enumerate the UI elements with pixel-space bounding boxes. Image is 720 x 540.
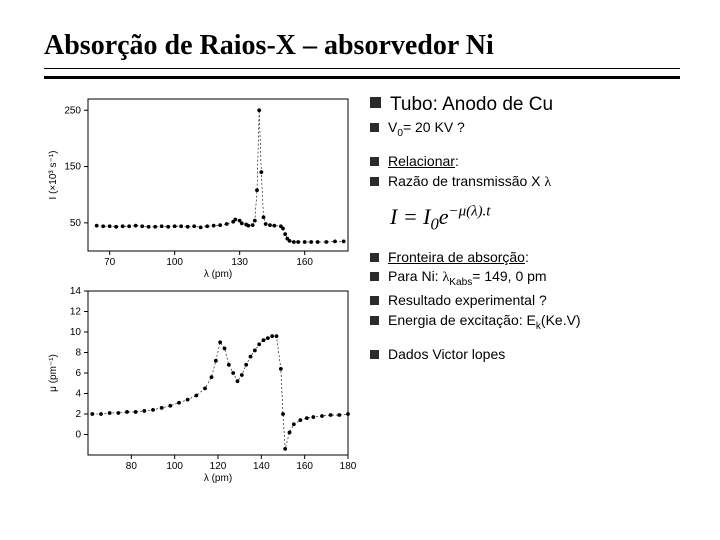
svg-text:140: 140	[253, 461, 270, 472]
bullet-text: Energia de excitação: Ek(Ke.V)	[388, 312, 581, 334]
svg-text:180: 180	[340, 461, 356, 472]
svg-text:70: 70	[104, 257, 116, 268]
bullet-text: Para Ni: λKabs= 149, 0 pm	[388, 268, 547, 290]
svg-text:160: 160	[296, 461, 313, 472]
chart-bottom: 80 100 120 140 160 180 0 2 4 6 8 10 12 14 λ (pm) μ (pm⁻…	[44, 281, 356, 485]
bullet-text: Relacionar:	[388, 153, 459, 171]
bullet-sub2: Relacionar: Razão de transmissão X λ	[370, 153, 680, 192]
formula: I = I0e−μ(λ).t	[390, 204, 680, 235]
svg-text:λ (pm): λ (pm)	[204, 473, 232, 484]
svg-text:100: 100	[166, 461, 183, 472]
svg-text:50: 50	[70, 218, 82, 229]
svg-text:80: 80	[126, 461, 138, 472]
svg-text:14: 14	[70, 286, 82, 297]
bullet-icon	[370, 272, 379, 281]
svg-text:λ (pm): λ (pm)	[204, 269, 232, 280]
svg-text:μ (pm⁻¹): μ (pm⁻¹)	[48, 354, 59, 392]
bullet-text: Resultado experimental ?	[388, 292, 547, 310]
slide-title: Absorção de Raios-X – absorvedor Ni	[44, 30, 680, 62]
slide-body: 7010013016050150250λ (pm)I (×10³ s⁻¹) 80…	[44, 89, 680, 485]
bullet-sub4: Dados Victor lopes	[370, 346, 680, 364]
bullet-icon	[370, 157, 379, 166]
title-underline	[44, 68, 680, 79]
bullet-text: Dados Victor lopes	[388, 346, 505, 364]
bullet-icon	[370, 253, 379, 262]
bullet-text: Razão de transmissão X λ	[388, 173, 551, 192]
svg-text:100: 100	[166, 257, 183, 268]
svg-text:120: 120	[210, 461, 227, 472]
svg-text:I (×10³ s⁻¹): I (×10³ s⁻¹)	[48, 151, 59, 200]
bullet-icon	[370, 296, 379, 305]
svg-text:12: 12	[70, 307, 82, 318]
svg-text:150: 150	[64, 162, 81, 173]
bullet-icon	[370, 350, 379, 359]
bullet-icon	[370, 316, 379, 325]
bullet-sub1: V0= 20 KV ?	[370, 119, 680, 141]
bullet-main: Tubo: Anodo de Cu	[370, 93, 680, 117]
svg-text:4: 4	[75, 389, 81, 400]
svg-text:8: 8	[75, 348, 81, 359]
svg-text:130: 130	[231, 257, 248, 268]
bullet-icon	[370, 97, 381, 108]
svg-text:0: 0	[75, 430, 81, 441]
charts-column: 7010013016050150250λ (pm)I (×10³ s⁻¹) 80…	[44, 89, 356, 485]
bullet-main-text: Tubo: Anodo de Cu	[390, 93, 553, 117]
chart-top: 70 100 130 160 50 150 250 λ (pm) I (×10³ s⁻¹)	[44, 89, 356, 281]
svg-text:160: 160	[296, 257, 313, 268]
text-column: Tubo: Anodo de Cu V0= 20 KV ? Relacionar…	[370, 89, 680, 485]
bullet-text: V0= 20 KV ?	[388, 119, 465, 141]
bullet-sub3: Fronteira de absorção:Para Ni: λKabs= 14…	[370, 249, 680, 334]
bullet-text: Fronteira de absorção:	[388, 249, 529, 267]
bullet-icon	[370, 177, 379, 186]
svg-text:2: 2	[75, 409, 81, 420]
svg-text:6: 6	[75, 368, 81, 379]
svg-text:250: 250	[64, 105, 81, 116]
svg-text:10: 10	[70, 327, 82, 338]
formula-text: I = I0e−μ(λ).t	[390, 204, 490, 229]
bullet-icon	[370, 123, 379, 132]
